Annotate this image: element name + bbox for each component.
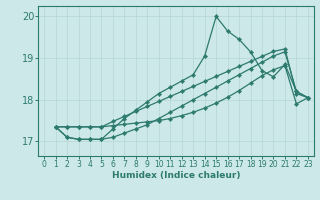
- X-axis label: Humidex (Indice chaleur): Humidex (Indice chaleur): [112, 171, 240, 180]
